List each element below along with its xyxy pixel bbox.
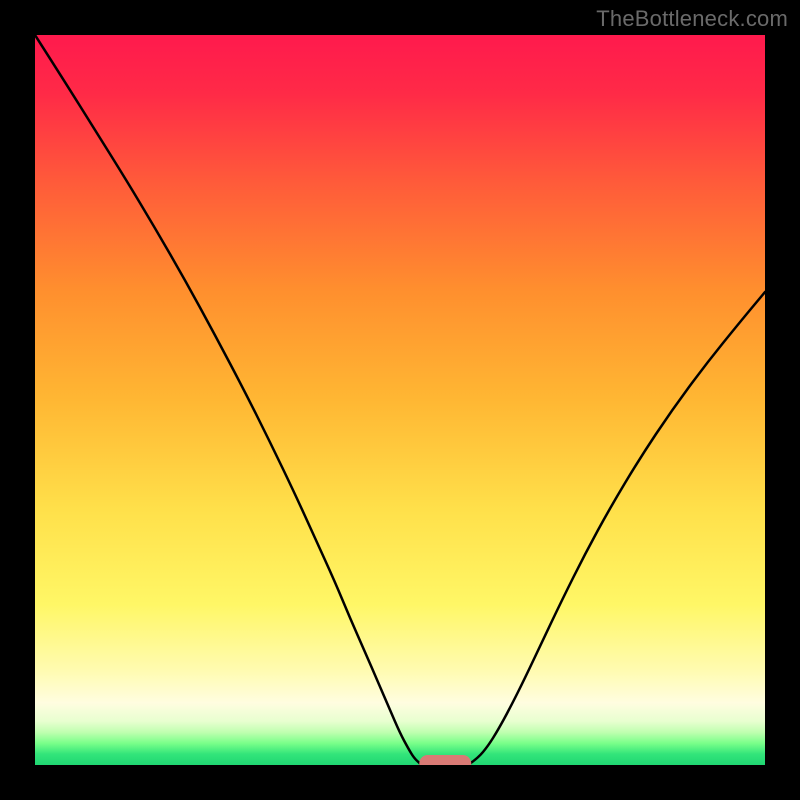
bottleneck-chart <box>35 35 765 765</box>
optimal-marker <box>419 755 471 765</box>
gradient-background <box>35 35 765 765</box>
watermark-text: TheBottleneck.com <box>596 6 788 32</box>
chart-frame: TheBottleneck.com <box>0 0 800 800</box>
